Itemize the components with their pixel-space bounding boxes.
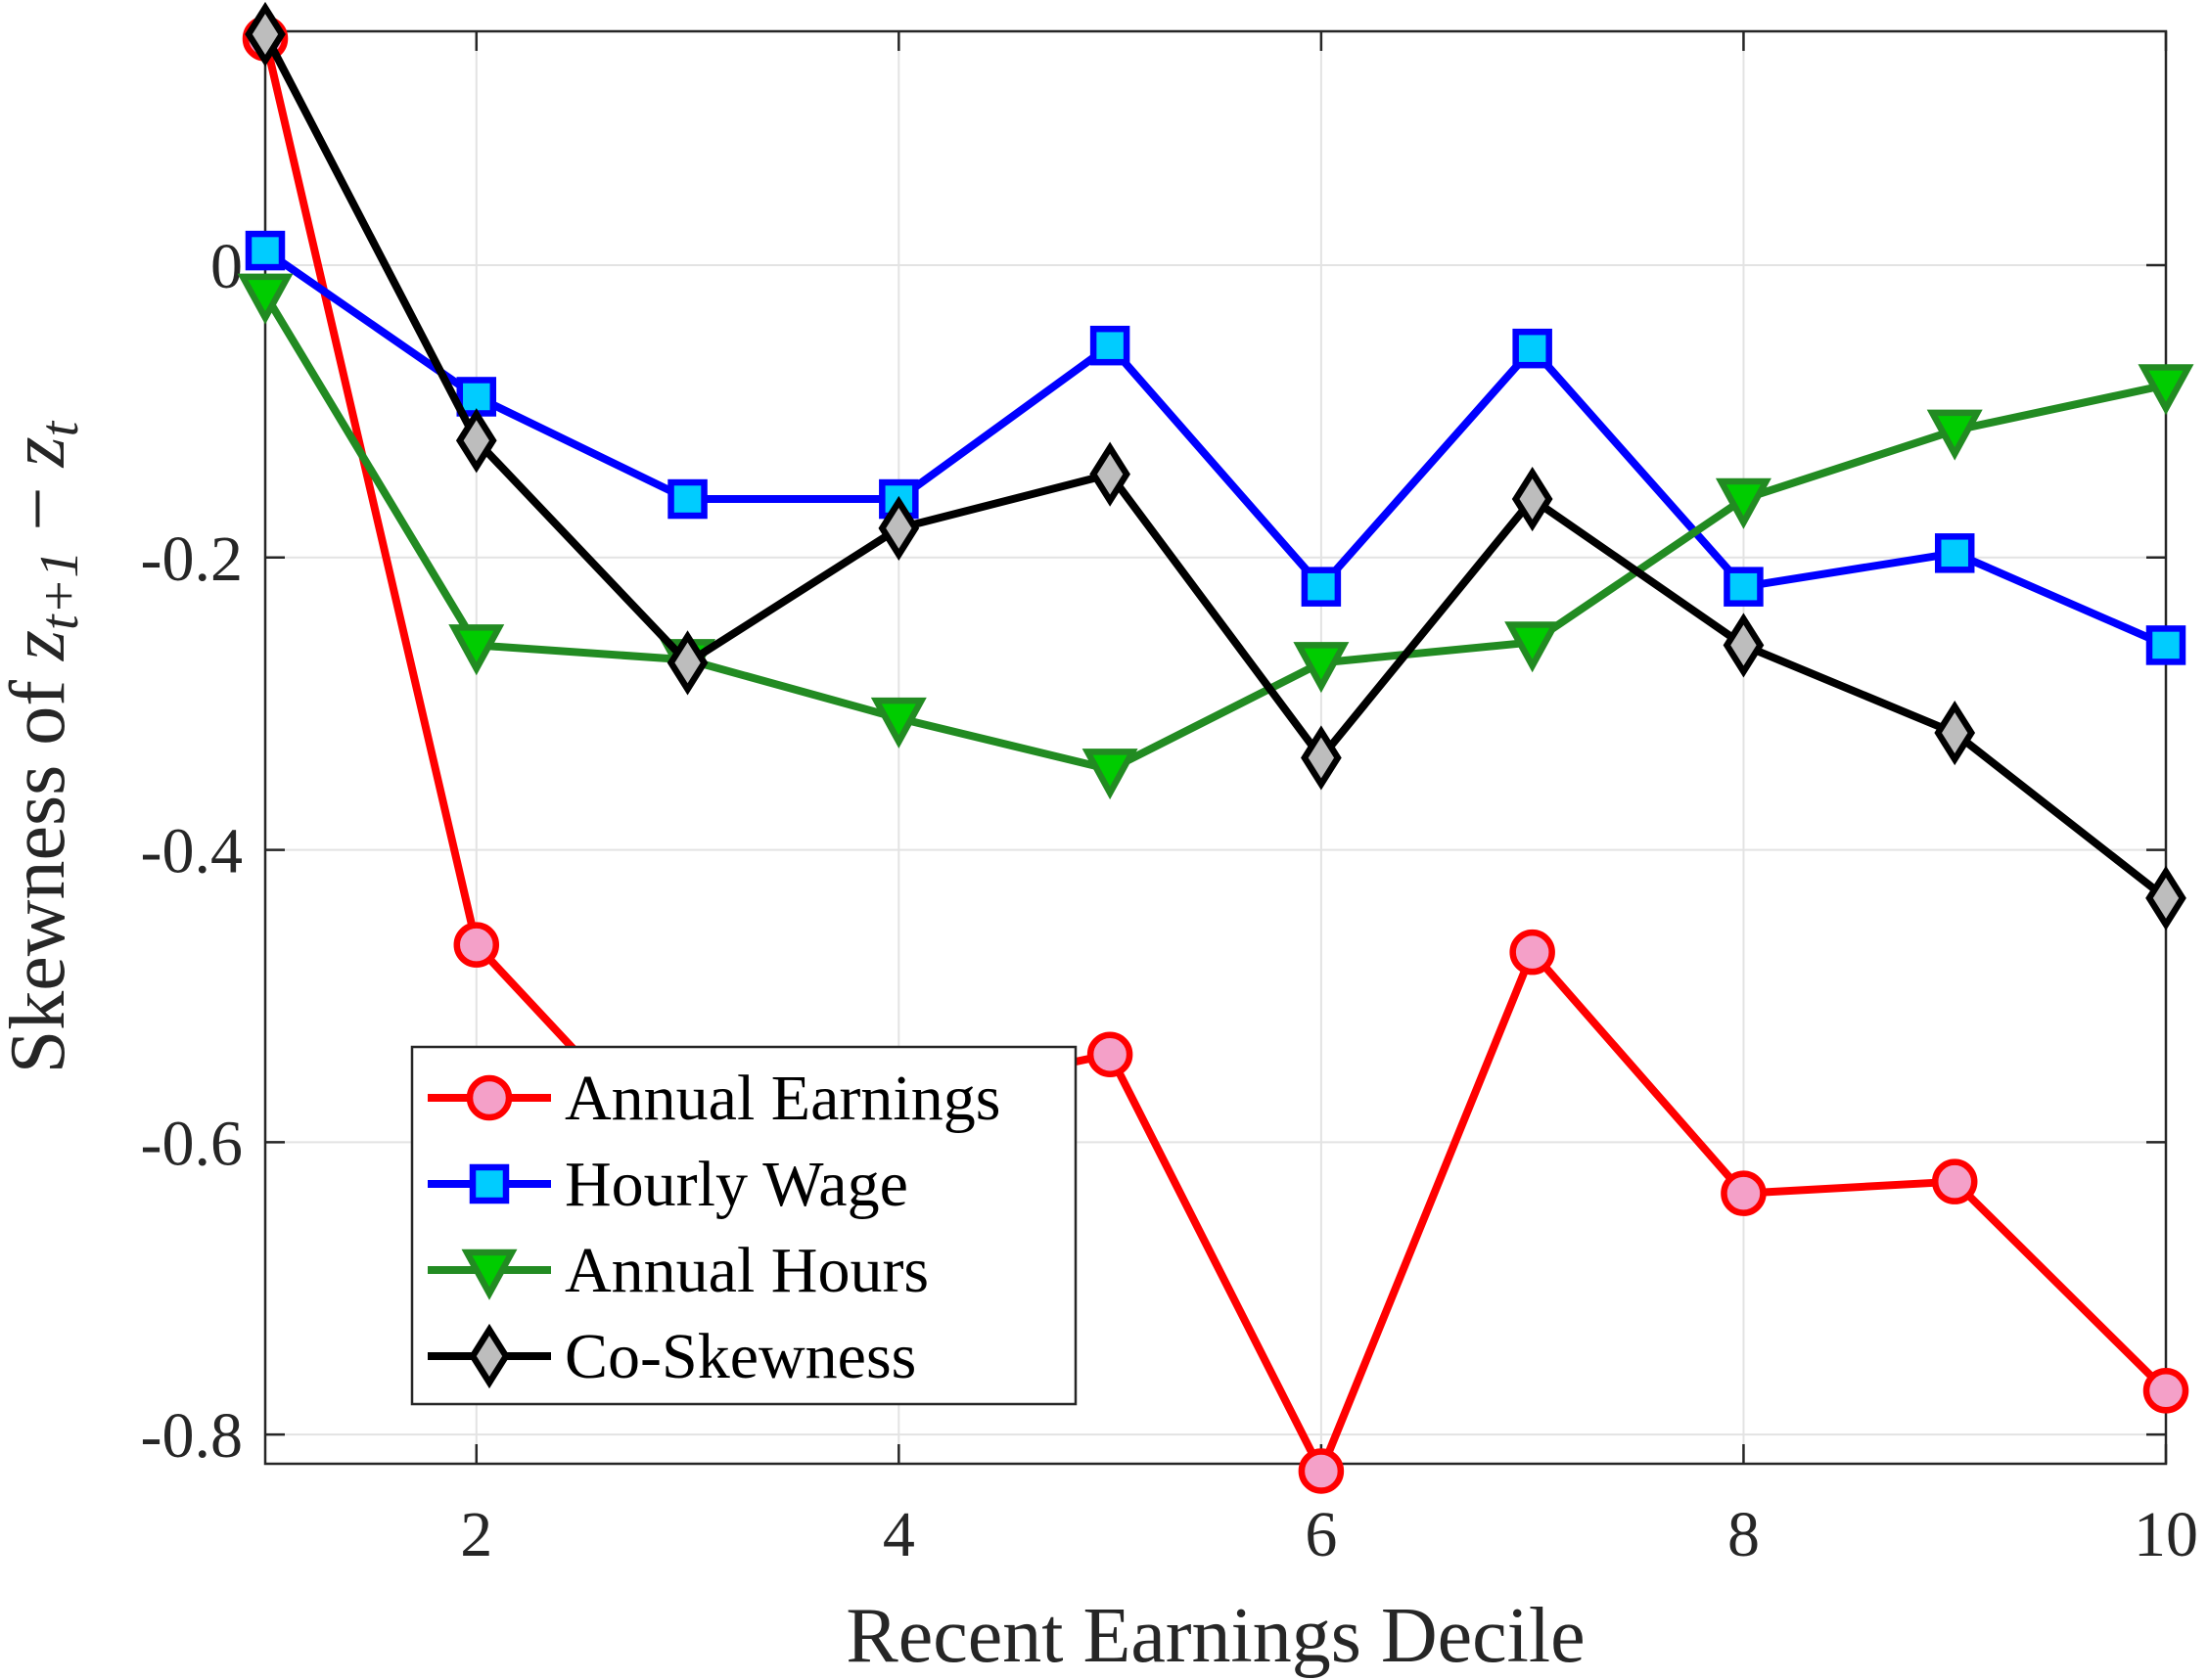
data-point-co-skewness [878,495,920,562]
x-tick-label: 10 [2134,1499,2198,1570]
series-co-skewness [245,1,2186,931]
data-point-annual-hours [1293,642,1350,694]
legend-swatch-marker [469,1163,510,1204]
y-tick-label: -0.8 [141,1400,243,1472]
y-axis-title-var-b: z [0,436,81,468]
data-point-hourly-wage [1301,567,1342,607]
data-point-hourly-wage [667,478,708,520]
axis-ticks [265,31,2168,1464]
data-point-hourly-wage [1934,533,1975,573]
y-tick-label: 0 [210,231,243,302]
legend-swatch-marker [466,1074,513,1121]
data-point-annual-hours [870,697,927,749]
y-tick-label: -0.2 [141,523,243,595]
legend-item-hourly-wage: Hourly Wage [428,1149,908,1220]
data-point-annual-earnings [1931,1158,1978,1204]
data-point-annual-earnings [1086,1031,1133,1077]
data-point-annual-hours [1081,749,1138,800]
data-point-co-skewness [1723,613,1765,678]
data-point-annual-earnings [1721,1170,1767,1216]
y-tick-label: -0.4 [141,816,243,887]
data-point-annual-earnings [453,922,500,968]
y-axis-title: Skewness of zt+1 − zt [0,420,90,1073]
data-point-co-skewness [245,1,286,68]
series-line-co-skewness [261,29,2170,902]
legend-label: Hourly Wage [565,1149,908,1220]
data-point-annual-hours [1926,409,1983,461]
y-tick-label: -0.6 [141,1108,243,1179]
data-point-annual-earnings [1298,1448,1345,1494]
y-axis-title-prefix: Skewness of [0,660,81,1073]
data-point-annual-earnings [1509,929,1555,976]
plot-area-border [263,29,2168,1466]
y-axis-title-var-a: z [0,630,81,661]
series-annual-hours [237,273,2194,800]
series-line-annual-hours [261,290,2170,774]
data-point-annual-hours [2138,364,2194,416]
data-point-annual-earnings [2142,1368,2189,1414]
legend-label: Co-Skewness [565,1321,916,1392]
data-point-annual-hours [1504,621,1561,673]
data-point-co-skewness [2145,865,2186,931]
legend-swatch-marker [469,1323,510,1389]
data-point-hourly-wage [245,230,286,271]
legend-item-annual-hours: Annual Hours [428,1235,929,1306]
legend-item-co-skewness: Co-Skewness [428,1321,916,1392]
legend-box [410,1045,1078,1406]
x-tick-labels: 2 4 6 8 10 [460,1499,2198,1570]
data-point-annual-hours [1715,477,1771,529]
y-axis-title-operator: − [0,467,81,550]
x-tick-label: 6 [1305,1499,1337,1570]
data-point-co-skewness [1089,441,1130,507]
data-point-hourly-wage [1724,567,1764,607]
y-tick-labels: -0.8 -0.6 -0.4 -0.2 0 [141,231,243,1472]
y-axis-title-sub-b: t [29,420,90,436]
data-point-annual-hours [448,624,505,676]
legend-label: Annual Hours [565,1235,929,1306]
data-point-co-skewness [667,630,709,696]
data-point-co-skewness [1511,466,1553,532]
legend-items: Annual Earnings Hourly Wage Annual Hours Co… [428,1063,1000,1392]
x-axis-title: Recent Earnings Decile [846,1593,1585,1679]
x-tick-label: 2 [460,1499,492,1570]
x-tick-label: 4 [883,1499,915,1570]
legend: Annual Earnings Hourly Wage Annual Hours Co… [410,1045,1078,1406]
data-point-co-skewness [1301,725,1342,791]
x-tick-label: 8 [1727,1499,1760,1570]
legend-label: Annual Earnings [565,1063,1000,1134]
data-point-hourly-wage [2145,625,2186,665]
data-point-co-skewness [1934,700,1976,766]
legend-item-annual-earnings: Annual Earnings [428,1063,1000,1134]
data-point-annual-hours [237,273,294,325]
data-point-hourly-wage [1089,325,1130,366]
data-point-co-skewness [455,408,497,474]
series-line-hourly-wage [261,247,2170,650]
data-point-hourly-wage [1512,328,1552,369]
series-hourly-wage [245,230,2186,665]
legend-swatch-marker [461,1249,518,1300]
y-axis-title-sub-a: t+1 [29,551,90,630]
